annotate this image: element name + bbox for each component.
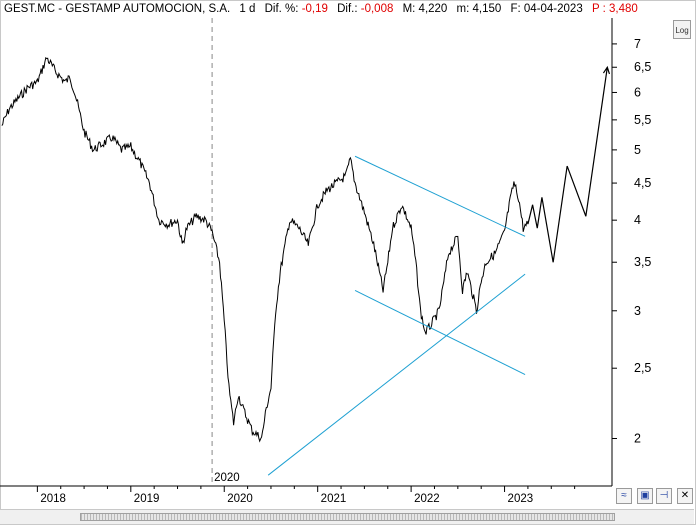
x-tick-label: 2018: [40, 493, 66, 505]
dif-pct-value: -0,19: [301, 3, 328, 15]
bottom-scrollbar[interactable]: [0, 509, 694, 524]
y-tick-label: 5: [634, 143, 641, 157]
projection-arrow: [602, 65, 611, 75]
scroll-thumb[interactable]: [80, 513, 615, 521]
dif-label: Dif.:: [337, 3, 358, 15]
dif-value: -0,008: [360, 3, 394, 15]
min-label: m: 4,150: [456, 3, 502, 15]
period-label: 1 d: [239, 3, 256, 15]
price-line: [1, 56, 529, 443]
y-tick-label: 7: [634, 37, 641, 51]
log-scale-button[interactable]: Log: [673, 20, 691, 39]
marker-label: 2020: [214, 472, 240, 484]
pin-icon[interactable]: ⊣: [656, 488, 672, 504]
y-tick-label: 4: [634, 213, 641, 227]
dif-pct-label: Dif. %:: [264, 3, 299, 15]
x-ticks: 2018 2019 2020 2021 2022 2023: [36, 486, 576, 505]
trendline: [267, 273, 526, 476]
period-marker: 2020: [211, 18, 240, 486]
y-tick-label: 3: [634, 304, 641, 318]
trendline: [354, 290, 526, 376]
trendline: [354, 155, 526, 237]
y-tick-label: 2: [634, 431, 641, 445]
x-tick-label: 2019: [134, 493, 160, 505]
series-layer: [1, 56, 611, 476]
x-tick-label: 2022: [414, 493, 440, 505]
max-label: M: 4,220: [402, 3, 448, 15]
y-ticks: 7 6,5 6 5,5 5 4,5 4 3,5 3 2,5 2: [612, 37, 651, 445]
x-tick-label: 2020: [227, 493, 253, 505]
chart-header: GEST.MC - GESTAMP AUTOMOCION, S.A. 1 d D…: [4, 3, 638, 18]
x-tick-label: 2021: [321, 493, 347, 505]
wave-icon[interactable]: ≈: [616, 488, 632, 504]
y-tick-label: 6: [634, 85, 641, 99]
close-icon[interactable]: ✕: [677, 488, 693, 504]
y-tick-label: 5,5: [634, 113, 651, 127]
ticker-label: GEST.MC - GESTAMP AUTOMOCION, S.A.: [4, 3, 231, 15]
y-tick-label: 6,5: [634, 60, 651, 74]
y-tick-label: 3,5: [634, 255, 651, 269]
save-icon[interactable]: ▣: [637, 488, 653, 504]
date-label: F: 04-04-2023: [510, 3, 583, 15]
price-label: P : 3,480: [591, 3, 638, 15]
x-tick-label: 2023: [508, 493, 534, 505]
y-tick-label: 4,5: [634, 176, 651, 190]
y-tick-label: 2,5: [634, 361, 651, 375]
projection-line: [527, 67, 608, 263]
